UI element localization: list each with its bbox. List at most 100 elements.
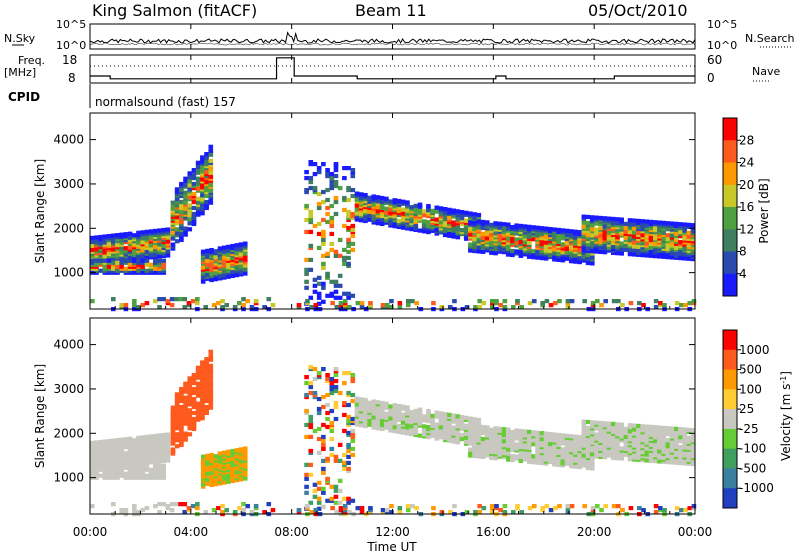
velocity-cell [388,412,393,417]
velocity-cell [115,438,120,443]
power-cell [123,266,129,271]
power-cell [333,183,339,189]
power-cell [304,267,309,272]
power-cell [652,220,658,225]
velocity-cell [552,456,557,461]
power-cell [599,303,604,308]
velocity-cell [190,504,196,509]
power-cell [140,303,146,308]
velocity-cell [183,415,188,420]
velocity-cell [195,506,200,511]
velocity-cell [472,449,477,455]
power-cell [442,207,448,212]
velocity-cell [191,380,197,386]
power-cell [585,260,591,266]
power-cell [498,303,503,308]
power-cell [653,299,659,304]
velocity-cell [195,405,201,410]
velocity-cell [347,510,352,515]
velocity-cell [262,510,267,515]
velocity-cell [304,484,309,489]
power-cell [665,245,671,250]
velocity-cell [431,506,436,511]
velocity-cell [316,480,322,485]
velocity-cell [687,506,693,511]
velocity-cell [325,402,330,408]
velocity-cell [631,431,637,436]
velocity-cell [653,504,659,509]
velocity-cell [531,442,536,447]
velocity-cell [200,454,206,459]
colorbar-swatch [723,448,737,469]
velocity-cell [410,504,415,509]
velocity-cell [623,426,629,432]
velocity-cell [304,374,309,380]
power-cell [316,201,322,207]
power-cell [325,293,330,298]
velocity-cell [304,490,309,495]
velocity-cell [628,506,634,511]
velocity-cell [350,498,356,503]
power-cell [195,200,201,205]
velocity-cell [610,421,616,427]
velocity-cell [148,434,154,439]
power-cell [237,301,242,306]
velocity-cell [216,506,221,511]
velocity-cell [379,418,385,424]
velocity-cell [468,437,473,442]
velocity-cell [346,454,351,460]
power-cell [346,209,351,215]
power-cell [316,301,322,306]
velocity-cell [308,500,314,505]
power-cell [191,181,197,187]
power-cell [337,253,343,258]
power-cell [132,249,137,254]
velocity-cell [204,384,209,390]
power-cell [216,301,221,306]
power-cell [476,212,482,218]
velocity-cell [615,422,620,427]
velocity-cell [321,470,326,475]
power-cell [505,246,511,251]
power-cell [321,253,326,258]
power-cell [350,227,356,233]
velocity-cell [577,435,582,440]
velocity-cell [421,418,427,423]
velocity-cell [136,435,141,440]
velocity-cell [325,498,330,503]
power-cell [354,197,360,202]
power-cell [405,212,410,217]
power-cell [623,225,629,231]
power-cell [296,303,302,308]
velocity-cell [560,447,566,452]
power-cell [170,242,176,247]
power-cell [169,297,175,302]
power-cell [200,265,206,270]
velocity-cell [200,398,205,403]
power-cell [477,299,482,304]
velocity-cell [455,430,461,435]
power-cell [472,244,477,250]
power-cell [200,155,205,160]
velocity-cell [325,392,330,398]
velocity-cell [442,419,448,425]
velocity-cell [312,390,318,396]
velocity-cell [447,420,452,425]
power-cell [187,171,193,176]
velocity-cell [602,421,608,426]
velocity-cell [123,437,129,442]
power-cell [157,228,162,233]
power-cell [106,258,112,263]
power-cell [187,209,193,214]
velocity-cell [208,375,214,380]
velocity-cell [652,439,658,444]
power-cell [686,234,692,239]
velocity-cell [682,451,687,456]
velocity-cell [678,445,683,450]
power-cell [531,253,536,258]
velocity-cell [463,423,469,428]
velocity-cell [170,409,176,414]
power-cell [409,205,414,210]
velocity-cell [476,438,482,443]
velocity-cell [476,444,482,449]
